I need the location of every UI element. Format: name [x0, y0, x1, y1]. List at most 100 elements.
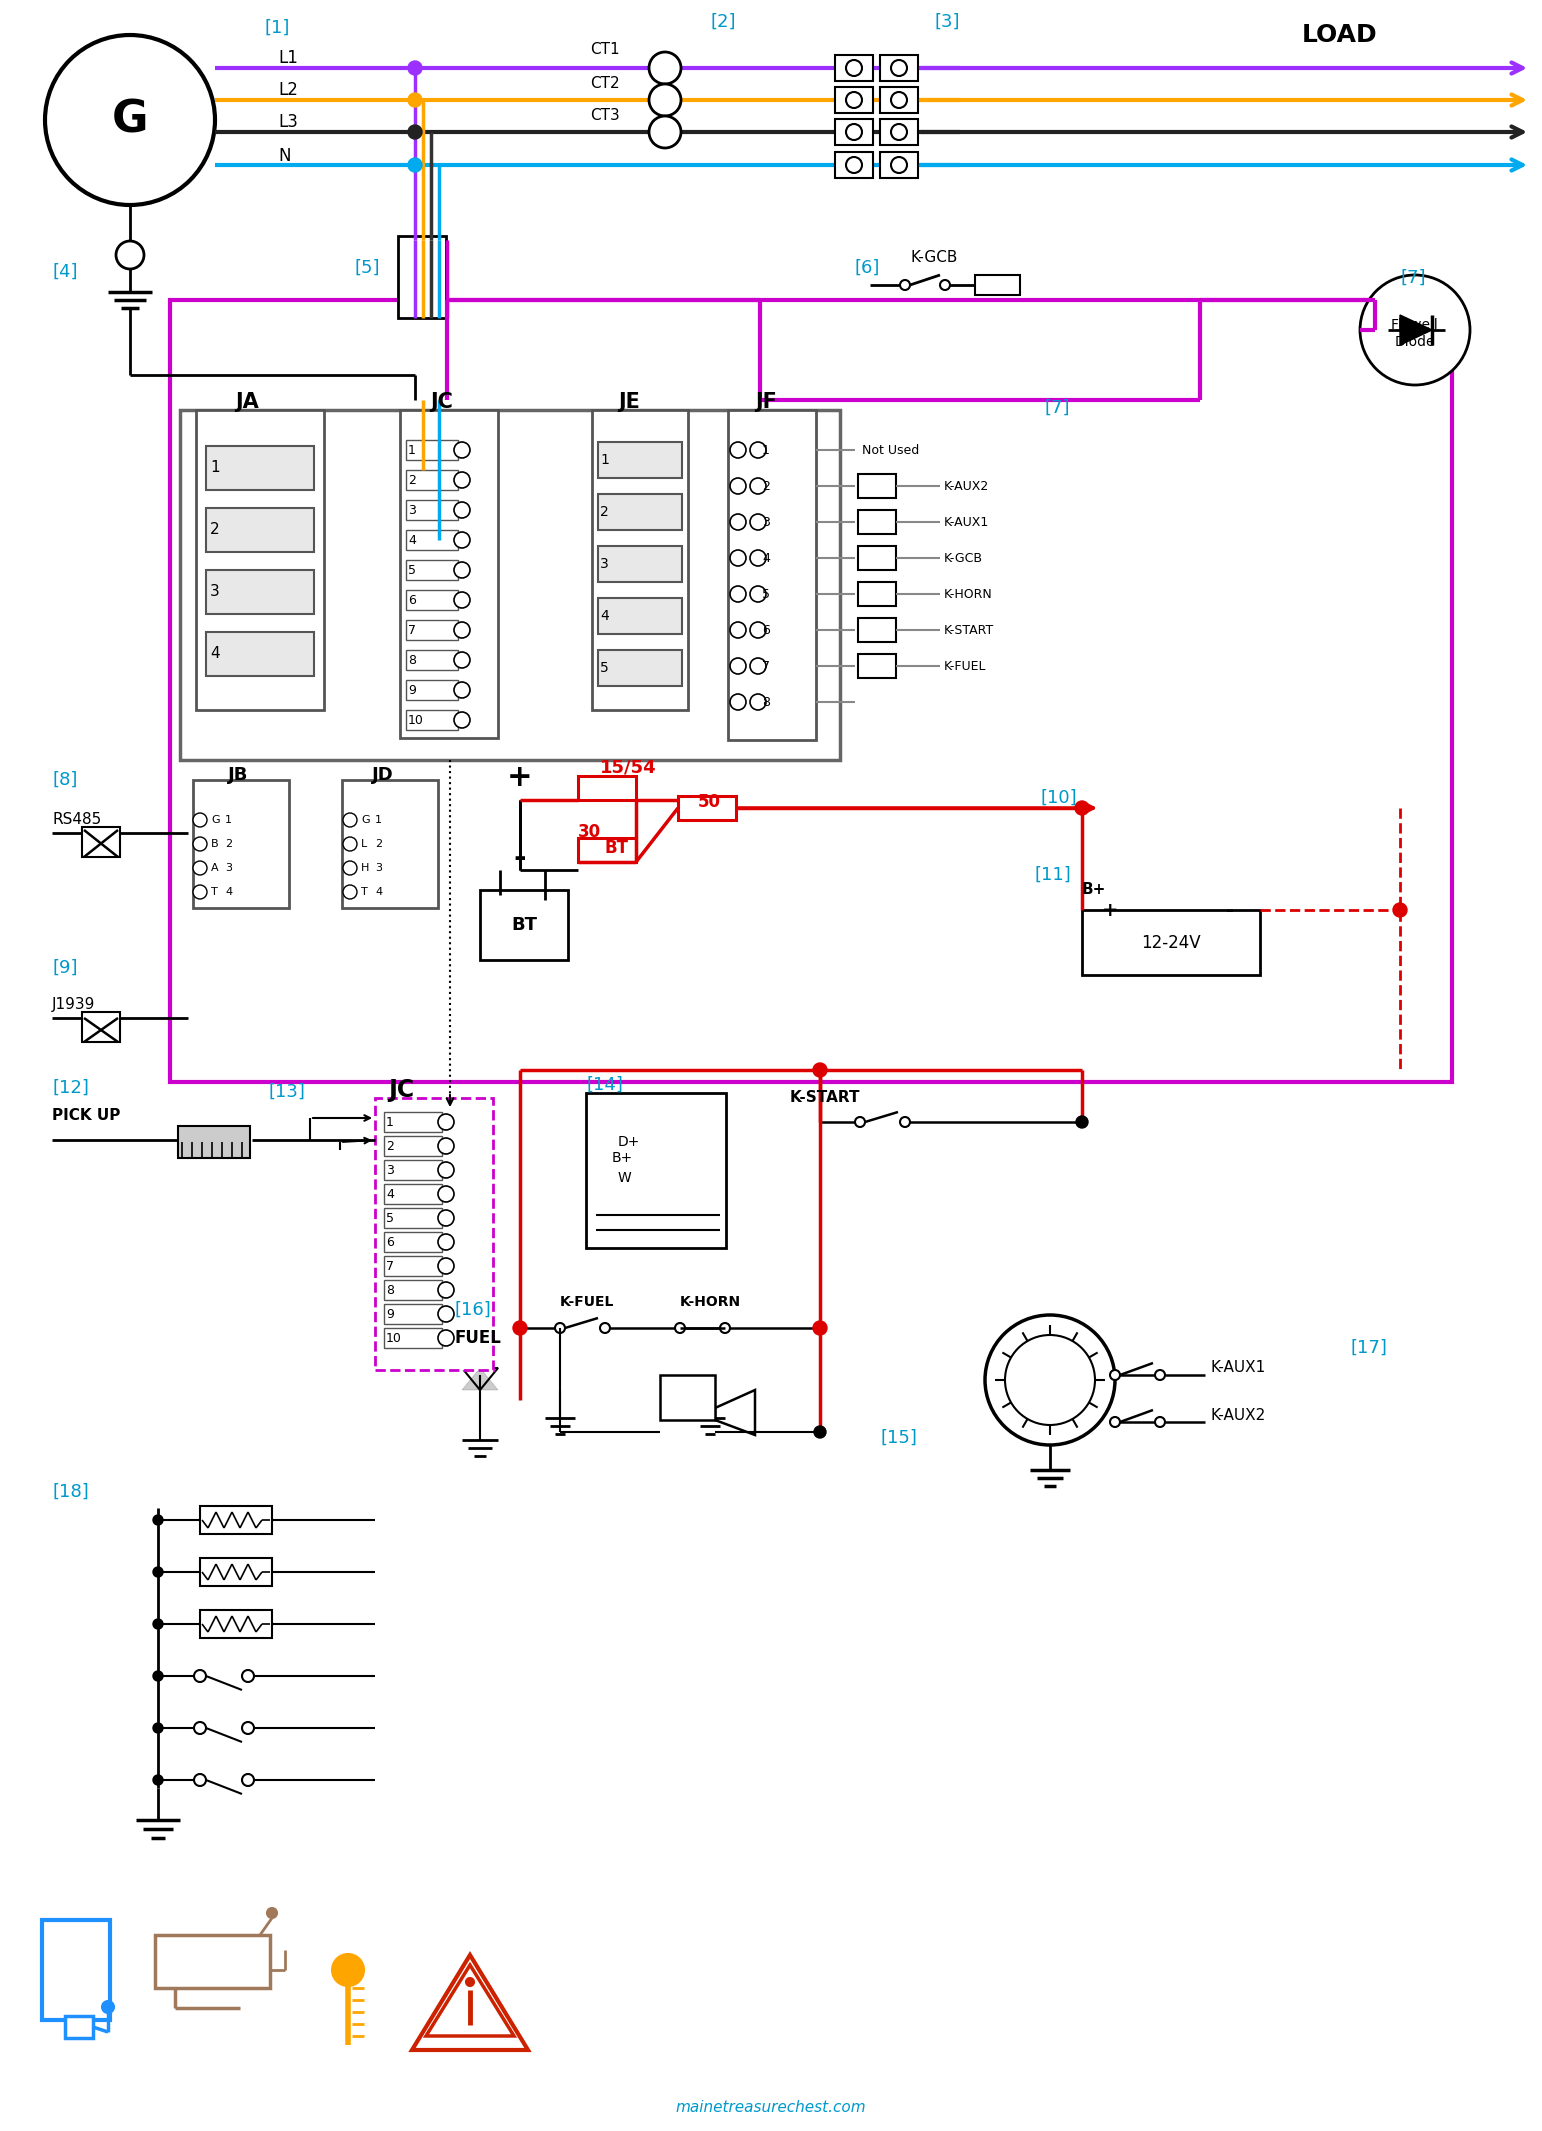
Bar	[406, 650, 458, 669]
Bar	[975, 275, 1019, 294]
Circle shape	[332, 1954, 364, 1986]
Circle shape	[901, 1117, 910, 1127]
Bar	[586, 1093, 726, 1249]
Bar	[406, 531, 458, 550]
Text: K-START: K-START	[790, 1091, 860, 1106]
Circle shape	[891, 158, 907, 173]
Polygon shape	[715, 1389, 756, 1434]
Circle shape	[193, 861, 207, 876]
Text: 5: 5	[762, 588, 769, 601]
Bar	[660, 1374, 715, 1419]
Circle shape	[513, 1321, 527, 1334]
Bar	[406, 620, 458, 639]
Text: 9: 9	[409, 684, 416, 697]
Bar	[398, 237, 446, 318]
Text: 4: 4	[375, 886, 382, 897]
Text: LOAD: LOAD	[1301, 23, 1379, 47]
Text: 3: 3	[210, 584, 221, 599]
Text: [3]: [3]	[934, 13, 961, 32]
Bar	[880, 119, 917, 145]
Circle shape	[438, 1283, 453, 1298]
Text: K-AUX2: K-AUX2	[944, 479, 990, 492]
Text: 4: 4	[225, 886, 233, 897]
Text: +: +	[507, 763, 534, 793]
Circle shape	[729, 550, 746, 567]
Circle shape	[409, 94, 423, 107]
Text: Diode: Diode	[1396, 335, 1436, 349]
Bar	[399, 409, 498, 737]
Text: PICK UP: PICK UP	[52, 1108, 120, 1123]
Text: K-FUEL: K-FUEL	[560, 1296, 614, 1308]
Text: 4: 4	[762, 552, 769, 565]
Bar	[578, 837, 635, 863]
Text: [5]: [5]	[355, 260, 381, 277]
Text: JC: JC	[430, 392, 453, 411]
Bar	[406, 710, 458, 731]
Circle shape	[749, 477, 766, 494]
Text: 10: 10	[409, 714, 424, 727]
Text: L2: L2	[278, 81, 298, 98]
Circle shape	[153, 1620, 163, 1628]
Text: K-FUEL: K-FUEL	[944, 658, 987, 673]
Bar	[375, 1097, 493, 1370]
Circle shape	[453, 682, 470, 699]
Circle shape	[453, 441, 470, 458]
Polygon shape	[1400, 315, 1433, 345]
Circle shape	[847, 92, 862, 109]
Bar	[207, 569, 315, 614]
Polygon shape	[412, 1954, 527, 2050]
Text: L1: L1	[278, 49, 298, 66]
Text: 2: 2	[762, 479, 769, 492]
Circle shape	[813, 1063, 827, 1076]
Text: 3: 3	[762, 516, 769, 528]
Text: 1: 1	[600, 454, 609, 467]
Circle shape	[342, 837, 358, 850]
Text: JB: JB	[228, 765, 248, 784]
Bar	[180, 409, 840, 761]
Circle shape	[453, 652, 470, 667]
Text: 3: 3	[375, 863, 382, 874]
Bar	[857, 473, 896, 499]
Bar	[678, 797, 736, 820]
Circle shape	[153, 1724, 163, 1733]
Text: T: T	[211, 886, 217, 897]
Bar	[384, 1112, 443, 1132]
Text: JD: JD	[372, 765, 393, 784]
Text: [17]: [17]	[1349, 1338, 1386, 1357]
Text: W: W	[618, 1172, 632, 1185]
Text: [18]: [18]	[52, 1483, 89, 1500]
Circle shape	[649, 115, 682, 147]
Text: [11]: [11]	[1035, 865, 1072, 884]
Bar	[177, 1125, 250, 1157]
Text: 6: 6	[762, 624, 769, 637]
Text: 1: 1	[225, 814, 231, 825]
Text: 50: 50	[699, 793, 722, 812]
Bar	[480, 891, 567, 959]
Bar	[857, 546, 896, 569]
Text: B+: B+	[1082, 882, 1106, 897]
Text: RS485: RS485	[52, 812, 102, 827]
Circle shape	[194, 1722, 207, 1735]
Text: 2: 2	[409, 473, 416, 486]
Bar	[836, 87, 873, 113]
Text: Flywell: Flywell	[1391, 318, 1439, 332]
Circle shape	[1155, 1417, 1166, 1428]
Circle shape	[814, 1426, 827, 1438]
Circle shape	[729, 586, 746, 601]
Text: JE: JE	[618, 392, 640, 411]
Text: 1: 1	[386, 1115, 393, 1129]
Text: 30: 30	[578, 823, 601, 842]
Bar	[384, 1185, 443, 1204]
Circle shape	[342, 884, 358, 899]
Circle shape	[453, 533, 470, 548]
Bar	[200, 1611, 271, 1639]
Circle shape	[1075, 801, 1089, 814]
Bar	[836, 119, 873, 145]
Bar	[592, 409, 688, 710]
Circle shape	[749, 586, 766, 601]
Text: [7]: [7]	[1045, 398, 1070, 418]
Circle shape	[1110, 1370, 1119, 1381]
Text: [1]: [1]	[265, 19, 290, 36]
Bar	[880, 55, 917, 81]
Circle shape	[729, 658, 746, 673]
